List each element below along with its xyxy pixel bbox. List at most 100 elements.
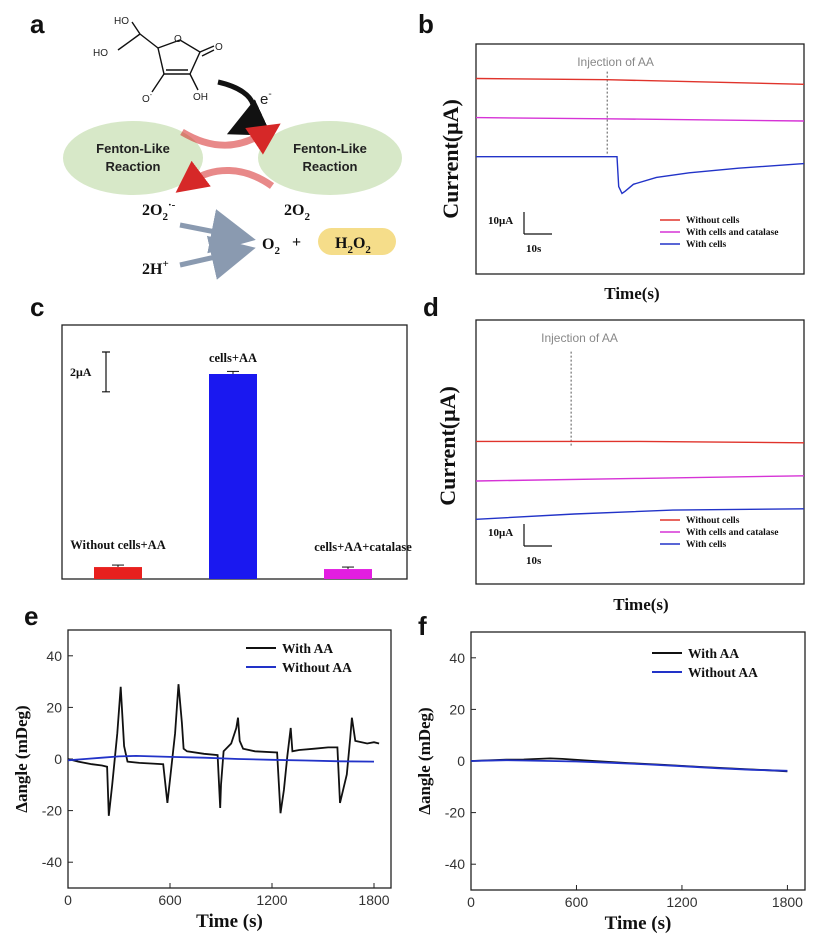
- superoxide-label: 2O2·-: [142, 199, 176, 223]
- x-tick-label-2: 1200: [666, 894, 697, 910]
- series-line-2: [476, 156, 805, 195]
- electron-label: e-: [260, 89, 272, 108]
- y-tick-label-3: 20: [46, 699, 62, 715]
- x-tick-label-3: 1800: [358, 892, 389, 908]
- legend-label-0: Without cells: [686, 516, 740, 526]
- x-tick-label-1: 600: [158, 892, 182, 908]
- scale-label: 2μA: [70, 365, 92, 379]
- bar-label-1: cells+AA: [209, 351, 257, 365]
- plot-frame: [475, 43, 805, 275]
- cycle-arrow-top-head: [245, 123, 281, 155]
- legend-label-1: Without AA: [688, 665, 758, 680]
- y-tick-label-3: 20: [449, 701, 465, 717]
- x-tick-label-1: 600: [565, 894, 589, 910]
- bar-label-2: cells+AA+catalase: [314, 540, 412, 554]
- series-line-0: [475, 77, 805, 85]
- bar-2: [324, 569, 372, 579]
- injection-annotation: Injection of AA: [577, 55, 654, 69]
- proton-label: 2H+: [142, 258, 169, 278]
- y-tick-label-0: -40: [445, 856, 465, 872]
- x-tick-label-3: 1800: [772, 894, 803, 910]
- series-line-1: [470, 759, 788, 772]
- y-axis-label: Δangle (mDeg): [415, 707, 434, 814]
- series-line-0: [67, 684, 380, 816]
- mol-o-carbonyl: O: [215, 42, 223, 53]
- h2o2-label: H2O2: [335, 235, 371, 256]
- o2-label: O2: [262, 236, 280, 257]
- bubble-right-line2: Reaction: [303, 159, 358, 174]
- panel-label-b: b: [418, 9, 434, 39]
- scale-y-label: 10μA: [488, 215, 513, 227]
- grey-arrow-upper: [179, 209, 256, 254]
- y-tick-label-1: -20: [445, 805, 465, 821]
- y-tick-label-2: 0: [457, 753, 465, 769]
- cycle-arrow-bottom: [188, 167, 275, 189]
- chart-f: 0 600 1200 1800 -40 -20 0 20 40 With AA Without AA…: [415, 631, 806, 934]
- bubble-left-line2: Reaction: [106, 159, 161, 174]
- chart-e: 0 600 1200 1800 -40 -20 0 20 40 With AA Without AA…: [12, 629, 392, 932]
- chart-b: Injection of AA Without cells With cells a…: [438, 43, 805, 303]
- electron-arrow: [217, 79, 272, 136]
- plot-frame: [475, 319, 805, 585]
- scale-bar: [102, 351, 110, 393]
- panel-label-c: c: [30, 292, 44, 322]
- y-tick-label-2: 0: [54, 751, 62, 767]
- panel-label-a: a: [30, 9, 45, 39]
- y-tick-label-4: 40: [46, 648, 62, 664]
- mol-oh: OH: [193, 92, 208, 103]
- oxygen-left-label: 2O2: [284, 202, 310, 223]
- cycle-arrow-bottom-head: [175, 160, 211, 193]
- bubble-right-line1: Fenton-Like: [293, 141, 367, 156]
- bubble-left-line1: Fenton-Like: [96, 141, 170, 156]
- bar-label-0: Without cells+AA: [70, 538, 165, 552]
- x-axis-label: Time(s): [613, 595, 668, 614]
- legend-label-0: Without cells: [686, 216, 740, 226]
- legend-label-0: With AA: [282, 641, 333, 656]
- y-tick-label-4: 40: [449, 650, 465, 666]
- scale-bar: [523, 212, 552, 235]
- fenton-bubble-left: [63, 121, 203, 195]
- mol-ho-top: HO: [114, 16, 129, 27]
- mol-o-minus: O-: [142, 92, 153, 105]
- y-axis-label: Current(μA): [438, 99, 463, 219]
- x-tick-label-2: 1200: [256, 892, 287, 908]
- ascorbate-molecule: [117, 21, 215, 93]
- scale-y-label: 10μA: [488, 527, 513, 539]
- legend-label-1: With cells and catalase: [686, 528, 778, 538]
- x-axis-label: Time (s): [605, 913, 672, 934]
- mol-ho-left: HO: [93, 48, 108, 59]
- x-axis-label: Time(s): [604, 284, 659, 303]
- legend-label-0: With AA: [688, 646, 739, 661]
- series-line-0: [476, 440, 805, 444]
- scale-x-label: 10s: [526, 555, 542, 567]
- y-axis-label: Current(μA): [435, 386, 460, 506]
- chart-c: Without cells+AA cells+AA cells+AA+catalas…: [61, 324, 412, 580]
- panel-label-e: e: [24, 601, 38, 631]
- scale-bar: [523, 524, 552, 547]
- x-tick-label-0: 0: [467, 894, 475, 910]
- bar-1: [209, 374, 257, 579]
- bar-0: [94, 567, 142, 579]
- mol-o-ring: O: [174, 34, 182, 45]
- panel-label-d: d: [423, 292, 439, 322]
- y-tick-label-1: -20: [42, 803, 62, 819]
- legend-label-2: With cells: [686, 540, 727, 550]
- series-line-2: [475, 508, 805, 520]
- y-axis-label: Δangle (mDeg): [12, 705, 31, 812]
- injection-annotation: Injection of AA: [541, 331, 618, 345]
- legend-label-2: With cells: [686, 240, 727, 250]
- scheme-panel: HO HO O O O- OH e- Fenton-Like Reaction …: [63, 16, 402, 280]
- panel-label-f: f: [418, 611, 427, 641]
- fenton-bubble-right: [258, 121, 402, 195]
- legend-label-1: With cells and catalase: [686, 228, 778, 238]
- x-tick-label-0: 0: [64, 892, 72, 908]
- plus-label: +: [292, 234, 301, 251]
- series-line-1: [475, 116, 805, 122]
- series-line-1: [67, 754, 375, 763]
- grey-arrow-lower: [179, 235, 256, 280]
- h2o2-highlight: [318, 228, 396, 255]
- chart-d: Injection of AA Without cells With cells a…: [435, 319, 805, 614]
- legend-label-1: Without AA: [282, 660, 352, 675]
- y-tick-label-0: -40: [42, 854, 62, 870]
